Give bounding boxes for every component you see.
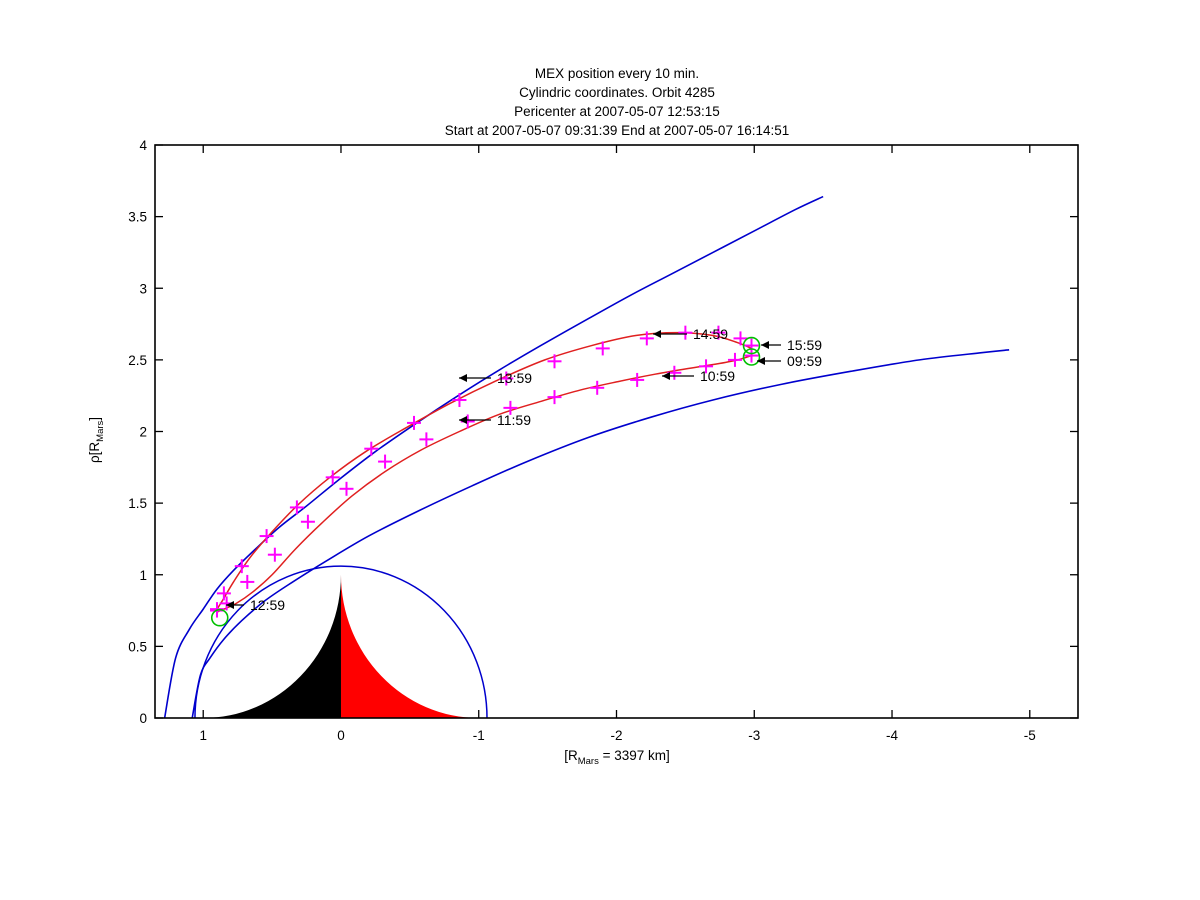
time-annotation: 13:59: [459, 370, 532, 386]
position-marker-outbound: [639, 331, 654, 346]
position-marker-outbound: [325, 470, 340, 485]
svg-text:ρ[RMars]: ρ[RMars]: [87, 417, 106, 463]
x-axis-title-sub: Mars: [578, 756, 599, 767]
position-marker-inbound: [699, 359, 714, 374]
position-marker-outbound: [234, 559, 249, 574]
x-tick-label: -4: [886, 728, 898, 743]
position-marker-outbound: [678, 325, 693, 340]
series-bow-shock: [163, 195, 824, 718]
position-marker-inbound: [547, 390, 562, 405]
y-tick-label: 1: [139, 568, 147, 583]
x-tick-label: -3: [748, 728, 760, 743]
annotation-arrow-icon: [459, 416, 467, 424]
x-tick-label: -2: [610, 728, 622, 743]
series-magnetic-pileup-boundary: [191, 349, 1010, 718]
y-tick-label: 3.5: [128, 210, 147, 225]
position-marker-outbound: [452, 392, 467, 407]
annotation-time-label: 15:59: [787, 337, 822, 353]
mars-atmosphere-arc: [194, 565, 488, 718]
y-tick-label: 2: [139, 425, 147, 440]
mars-dayside-disk: [340, 574, 479, 718]
title-line-3: Pericenter at 2007-05-07 12:53:15: [514, 104, 720, 119]
endpoint-marker-end: [742, 336, 761, 355]
position-marker-outbound: [744, 338, 759, 353]
plot-data-layer: [163, 195, 1010, 718]
position-marker-outbound: [547, 354, 562, 369]
time-annotation: 10:59: [662, 368, 735, 384]
x-axis-title-post: = 3397 km]: [599, 748, 670, 763]
x-axis-title: [RMars = 3397 km]: [564, 748, 670, 767]
position-marker-inbound: [419, 432, 434, 447]
annotation-time-label: 12:59: [250, 597, 285, 613]
position-marker-outbound: [406, 415, 421, 430]
y-tick-label: 0: [139, 711, 147, 726]
position-marker-inbound: [240, 574, 255, 589]
annotation-arrow-icon: [761, 341, 769, 349]
position-marker-outbound: [364, 441, 379, 456]
mars-nightside-disk: [203, 574, 341, 718]
x-tick-label: -5: [1024, 728, 1036, 743]
title-line-2: Cylindric coordinates. Orbit 4285: [519, 85, 715, 100]
annotation-arrow-icon: [757, 357, 765, 365]
position-marker-inbound: [339, 481, 354, 496]
plot-inner: [163, 195, 1010, 718]
title-line-1: MEX position every 10 min.: [535, 66, 699, 81]
plot-frame: [154, 144, 1079, 719]
endpoint-marker-start: [742, 348, 761, 366]
svg-text:[RMars = 3397 km]: [RMars = 3397 km]: [564, 748, 670, 767]
position-marker-outbound: [259, 529, 274, 544]
annotation-time-label: 14:59: [693, 326, 728, 342]
title-line-4: Start at 2007-05-07 09:31:39 End at 2007…: [445, 123, 790, 138]
annotation-time-label: 13:59: [497, 370, 532, 386]
series-mex-trajectory-outbound: [216, 331, 752, 610]
position-marker-inbound: [300, 514, 315, 529]
y-axis-title-sub: Mars: [95, 420, 106, 441]
time-annotation: 14:59: [653, 326, 728, 342]
position-marker-inbound: [590, 380, 605, 395]
annotation-arrow-icon: [662, 372, 670, 380]
endpoint-marker-pericenter: [210, 608, 229, 627]
y-tick-label: 1.5: [128, 496, 147, 511]
annotation-arrow-icon: [653, 330, 661, 338]
position-marker-inbound: [267, 547, 282, 562]
position-marker-inbound: [630, 372, 645, 387]
y-tick-label: 0.5: [128, 639, 147, 654]
time-annotation: 15:59: [761, 337, 822, 353]
annotation-time-label: 10:59: [700, 368, 735, 384]
annotation-time-label: 09:59: [787, 353, 822, 369]
x-tick-label: -1: [473, 728, 485, 743]
position-marker-inbound: [727, 352, 742, 367]
position-marker-outbound: [595, 341, 610, 356]
x-tick-label: 1: [199, 728, 207, 743]
y-tick-label: 2.5: [128, 353, 147, 368]
position-marker-inbound: [378, 454, 393, 469]
y-axis-title: ρ[RMars]: [87, 417, 106, 463]
x-tick-label: 0: [337, 728, 345, 743]
position-marker-outbound: [289, 500, 304, 515]
position-marker-outbound: [711, 325, 726, 340]
x-axis-title-pre: [R: [564, 748, 578, 763]
y-tick-label: 3: [139, 281, 147, 296]
position-marker-outbound: [216, 586, 231, 601]
y-axis-title-tail: ]: [87, 417, 102, 421]
position-marker-outbound: [733, 331, 748, 346]
series-mex-trajectory-inbound: [216, 354, 752, 613]
position-marker-outbound: [499, 371, 514, 386]
time-annotation: 11:59: [459, 412, 531, 428]
y-axis-title-main: ρ[R: [87, 442, 102, 463]
position-marker-inbound: [503, 400, 518, 415]
time-annotation: 09:59: [757, 353, 822, 369]
annotation-time-label: 11:59: [497, 412, 531, 428]
annotation-arrow-icon: [226, 601, 234, 609]
plot-title-block: MEX position every 10 min. Cylindric coo…: [445, 66, 790, 138]
time-annotation: 12:59: [226, 597, 285, 613]
annotation-arrow-icon: [459, 374, 467, 382]
position-marker-outbound: [209, 602, 224, 617]
y-tick-label: 4: [139, 138, 147, 153]
axis-ticks: 1 0 -1 -2 -3 -4 -5 0 0.5 1 1.5 2 2.5 3 3.5 4: [128, 138, 1078, 743]
